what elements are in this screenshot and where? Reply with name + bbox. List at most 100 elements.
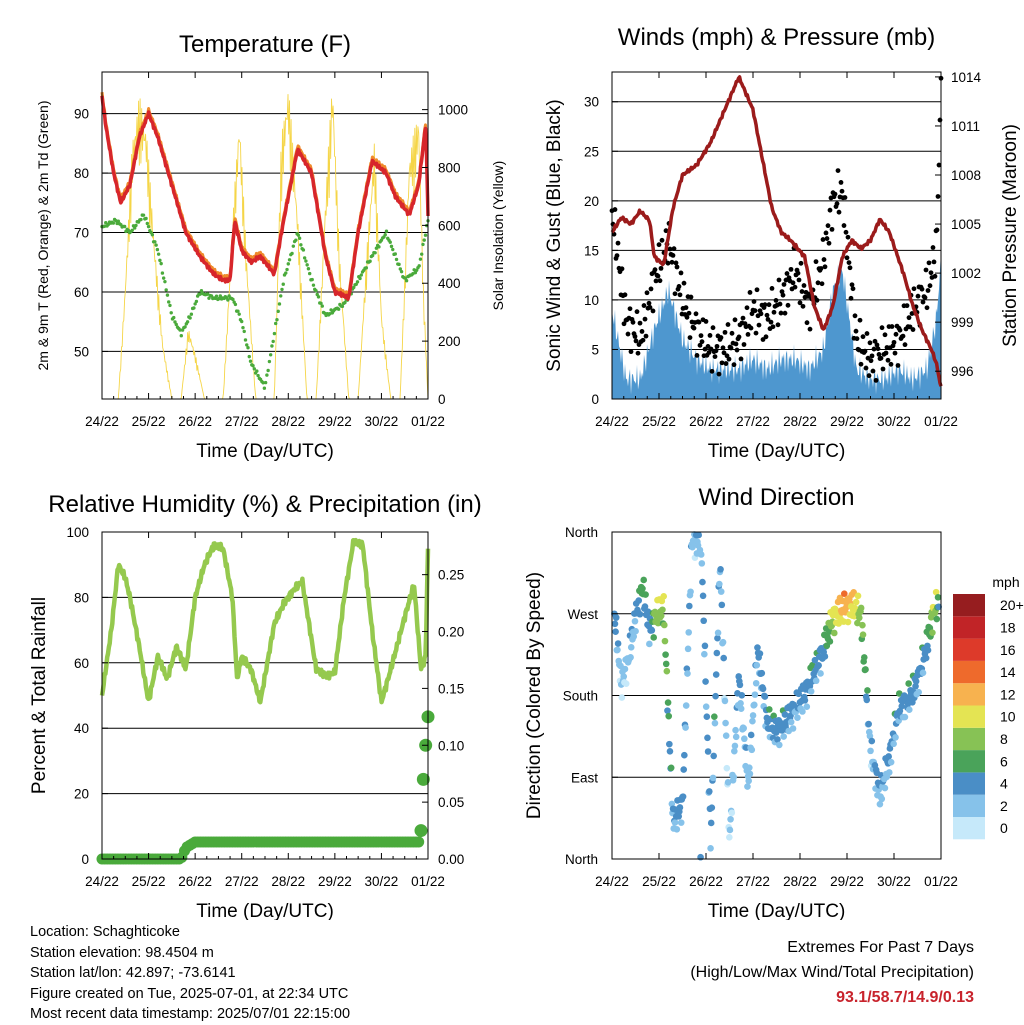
gust-point — [665, 260, 671, 266]
y-tick-label-3-1: East — [571, 770, 598, 785]
extremes-values: 93.1/58.7/14.9/0.13 — [836, 989, 974, 1006]
direction-point — [680, 766, 688, 773]
direction-point — [727, 815, 734, 823]
gust-point — [734, 347, 740, 353]
x-tick-label-2-3: 27/22 — [225, 874, 259, 889]
dewpoint-point — [179, 334, 183, 338]
direction-point — [892, 734, 899, 741]
direction-point — [826, 638, 834, 645]
direction-point — [726, 833, 733, 841]
gust-point — [714, 343, 720, 349]
direction-point — [627, 644, 635, 651]
gust-point — [769, 286, 775, 291]
direction-point — [630, 633, 638, 640]
direction-point — [636, 610, 644, 618]
dewpoint-point — [130, 228, 134, 233]
direction-point — [890, 740, 897, 748]
x-tick-label-0-2: 26/22 — [178, 414, 212, 429]
direction-point — [730, 773, 737, 781]
gust-point — [871, 346, 877, 352]
gust-point — [836, 209, 842, 215]
direction-point — [795, 690, 802, 698]
legend-swatch-14 — [953, 660, 985, 684]
direction-point — [662, 660, 670, 668]
gust-point — [657, 278, 663, 284]
gust-point — [841, 223, 847, 228]
direction-point — [857, 604, 865, 612]
gust-point — [835, 168, 841, 173]
dewpoint-point — [383, 232, 387, 237]
direction-point — [718, 601, 726, 609]
dewpoint-point — [305, 263, 309, 267]
direction-point — [684, 670, 691, 677]
y2-tick-label-2-3: 0.15 — [438, 681, 464, 696]
gust-point — [777, 301, 783, 307]
direction-point — [713, 649, 721, 657]
direction-point — [770, 712, 777, 720]
gust-point — [876, 352, 882, 357]
gust-point — [646, 300, 652, 306]
x-axis-label-2: Time (Day/UTC) — [196, 901, 334, 920]
gust-point — [893, 331, 899, 337]
gust-point — [667, 246, 673, 252]
gust-point — [858, 361, 864, 367]
dewpoint-point — [139, 217, 143, 222]
x-tick-label-1-2: 26/22 — [689, 414, 723, 429]
gust-point — [703, 319, 709, 324]
gust-point — [676, 284, 682, 289]
dewpoint-point — [267, 359, 272, 364]
gust-point — [926, 260, 932, 266]
dewpoint-point — [279, 294, 283, 298]
dewpoint-point — [233, 302, 238, 307]
legend-label-6: 12 — [1000, 686, 1016, 702]
direction-point — [673, 826, 681, 833]
direction-point — [612, 628, 619, 636]
legend-label-1: 2 — [1000, 798, 1008, 814]
elevation-text: Station elevation: 98.4504 m — [30, 944, 214, 961]
direction-point — [721, 697, 729, 705]
gust-point — [932, 273, 938, 279]
gust-point — [931, 259, 937, 265]
extremes-subtitle: (High/Low/Max Wind/Total Precipitation) — [690, 964, 974, 981]
y2-tick-label-1-3: 1005 — [951, 217, 981, 232]
direction-point — [677, 819, 685, 826]
gust-point — [706, 350, 712, 355]
gust-point — [878, 355, 884, 361]
gust-point — [731, 362, 737, 368]
direction-point — [689, 543, 696, 551]
x-tick-label-2-5: 29/22 — [318, 874, 352, 889]
direction-point — [935, 603, 942, 611]
direction-point — [717, 588, 725, 595]
direction-point — [758, 669, 766, 677]
gust-point — [849, 282, 855, 288]
gust-point — [658, 265, 664, 271]
y2-axis-label-1: Station Pressure (Maroon) — [1000, 124, 1021, 347]
y-tick-label-0-4: 90 — [74, 107, 89, 122]
extremes-box: Extremes For Past 7 Days (High/Low/Max W… — [690, 935, 974, 1010]
x-tick-label-0-1: 25/22 — [132, 414, 166, 429]
gust-point — [683, 305, 689, 311]
direction-point — [719, 638, 727, 646]
dewpoint-point — [188, 316, 192, 320]
gust-point — [762, 302, 768, 308]
latlon-text: Station lat/lon: 42.897; -73.6141 — [30, 965, 236, 981]
precip-point — [413, 836, 425, 848]
dewpoint-point — [165, 293, 170, 297]
dewpoint-point — [272, 331, 277, 336]
y-axis-label-1: Sonic Wind & Gust (Blue, Black) — [544, 99, 565, 371]
gust-point — [621, 321, 627, 327]
gust-point — [758, 311, 764, 317]
dewpoint-point — [241, 325, 245, 330]
gust-point — [845, 234, 851, 240]
y2-tick-label-0-5: 1000 — [438, 103, 468, 118]
gust-point — [640, 337, 646, 343]
y2-tick-label-1-6: 1014 — [951, 70, 982, 85]
legend-swatch-0 — [953, 817, 985, 840]
gust-point — [846, 260, 852, 266]
gust-point — [635, 350, 641, 356]
x-tick-label-3-6: 30/22 — [877, 874, 911, 889]
dewpoint-point — [150, 233, 155, 237]
x-axis-label-3: Time (Day/UTC) — [708, 901, 846, 920]
dewpoint-point — [256, 373, 260, 378]
legend-label-0: 0 — [1000, 820, 1008, 836]
